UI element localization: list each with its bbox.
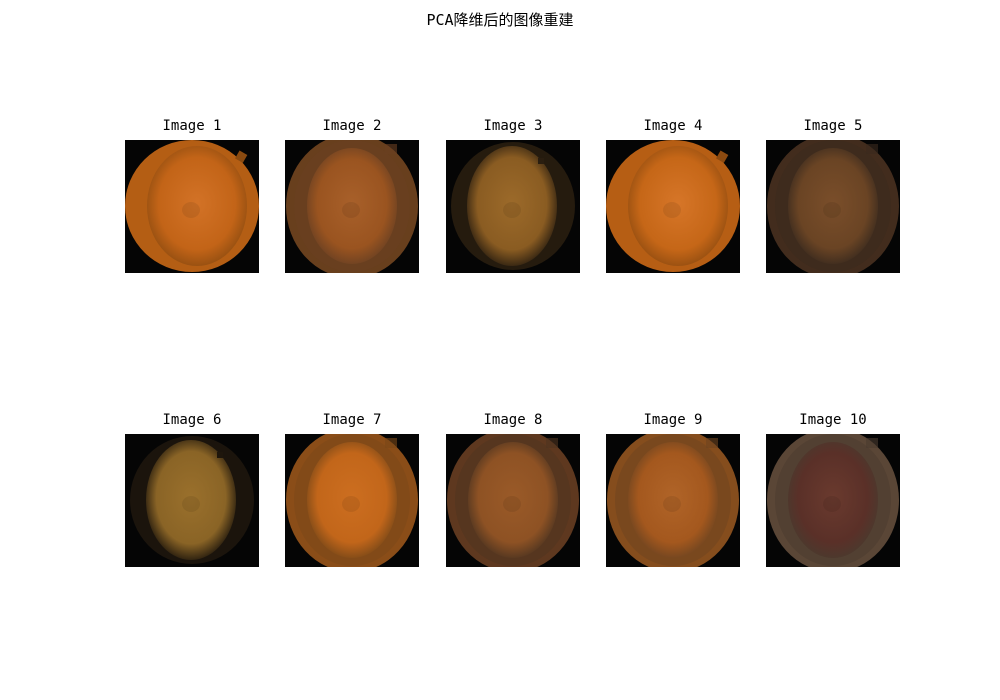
- panel-title: Image 5: [803, 118, 863, 134]
- reconstructed-fundus-image: [125, 434, 259, 567]
- panel-title: Image 10: [799, 412, 867, 428]
- panel-title: Image 3: [483, 118, 543, 134]
- reconstructed-fundus-image: [606, 434, 740, 567]
- reconstructed-fundus-image: [766, 140, 900, 273]
- panel-title: Image 7: [322, 412, 382, 428]
- panel-title: Image 2: [322, 118, 382, 134]
- panel-title: Image 9: [643, 412, 703, 428]
- panel-title: Image 1: [162, 118, 222, 134]
- reconstructed-fundus-image: [766, 434, 900, 567]
- reconstructed-fundus-image: [446, 140, 580, 273]
- panel-title: Image 8: [483, 412, 543, 428]
- panel-title: Image 6: [162, 412, 222, 428]
- panel-title: Image 4: [643, 118, 703, 134]
- reconstructed-fundus-image: [285, 434, 419, 567]
- reconstructed-fundus-image: [606, 140, 740, 273]
- reconstructed-fundus-image: [125, 140, 259, 273]
- reconstructed-fundus-image: [285, 140, 419, 273]
- reconstructed-fundus-image: [446, 434, 580, 567]
- figure-title: PCA降维后的图像重建: [426, 11, 574, 29]
